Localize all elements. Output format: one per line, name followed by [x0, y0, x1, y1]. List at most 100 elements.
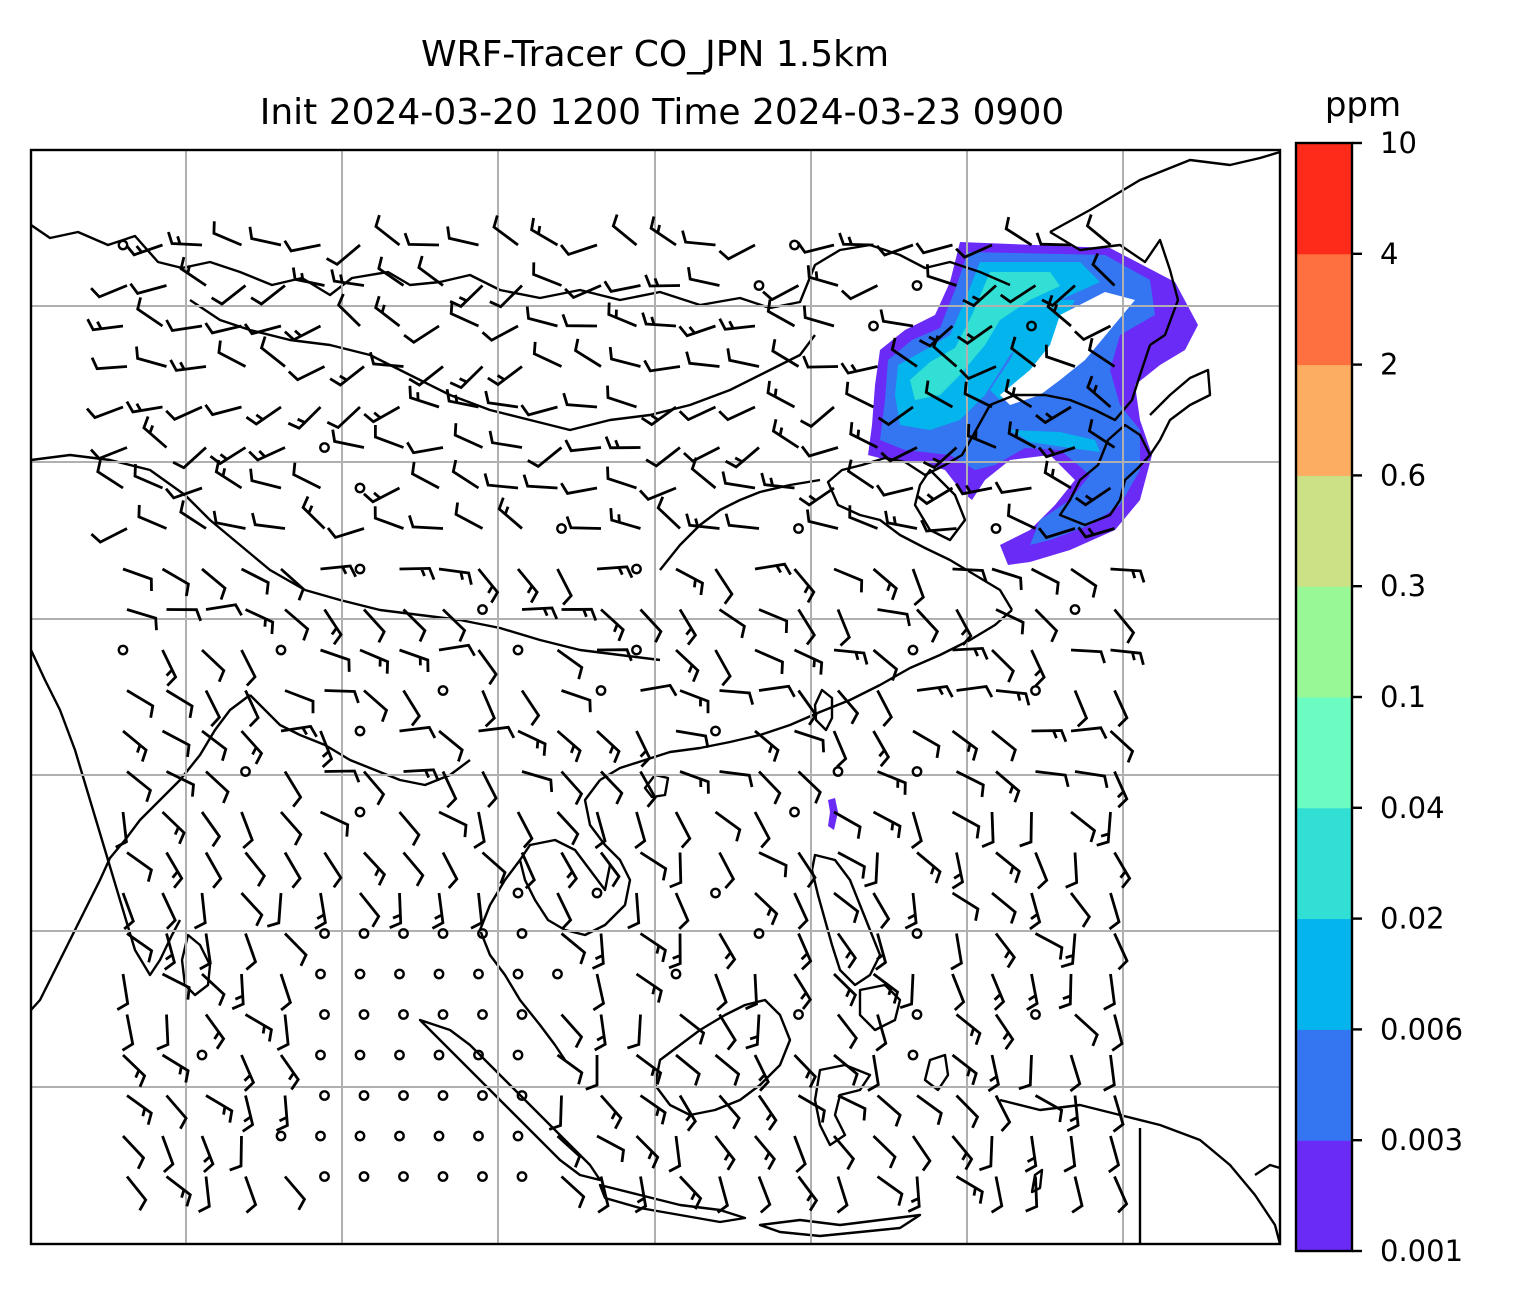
wind-barb — [559, 243, 598, 257]
calm-wind-marker — [354, 482, 366, 494]
wind-barb — [276, 1014, 290, 1051]
calm-wind-marker — [473, 1049, 484, 1061]
wind-barb — [806, 265, 839, 287]
coast-eurasia-north — [31, 224, 1011, 310]
wind-barb — [249, 468, 282, 490]
wind-barb — [872, 810, 902, 839]
coast-japan-honshu — [1149, 368, 1212, 456]
wind-barb — [115, 811, 128, 849]
wind-barb — [836, 608, 851, 647]
plume-cyan-2 — [990, 300, 1075, 400]
colorbar-segment — [1296, 475, 1352, 587]
wind-barb — [793, 568, 816, 604]
wind-barb — [837, 1094, 867, 1121]
calm-wind-marker — [516, 1171, 528, 1182]
wind-barb — [442, 608, 467, 642]
wind-barb — [561, 607, 598, 622]
wind-barb — [521, 606, 559, 620]
wind-barb — [205, 770, 230, 804]
wind-barb — [956, 684, 994, 698]
colorbar-tick-label: 0.6 — [1380, 458, 1426, 492]
wind-barb — [1087, 337, 1116, 368]
coast-borneo — [653, 998, 792, 1117]
wind-barb — [999, 284, 1037, 304]
wind-barb — [556, 811, 580, 846]
wind-barb — [520, 851, 536, 890]
wind-barb — [125, 400, 163, 414]
coast-india-west — [31, 649, 182, 977]
wind-barb — [771, 418, 800, 449]
wind-barb — [604, 436, 641, 450]
wind-barb — [287, 406, 322, 430]
wind-barb — [283, 851, 302, 889]
wind-barb — [1030, 567, 1060, 595]
wind-barb — [611, 214, 638, 247]
wind-barb — [161, 1135, 175, 1174]
calm-wind-marker — [512, 887, 524, 899]
colorbar-segment — [1296, 1140, 1352, 1252]
wind-barb — [438, 567, 473, 586]
wind-barb — [470, 892, 484, 930]
wind-barb — [1066, 1095, 1080, 1132]
wind-barb — [718, 405, 756, 422]
wind-barb — [204, 851, 223, 889]
wind-barb — [845, 381, 875, 409]
wind-barb — [323, 608, 343, 646]
wind-barb — [867, 1054, 880, 1092]
wind-barb — [797, 932, 813, 971]
wind-barb — [682, 446, 721, 463]
wind-barb — [877, 405, 914, 427]
wind-barb — [872, 892, 891, 930]
wind-barb — [201, 972, 226, 1007]
wind-barb — [1058, 973, 1073, 1010]
wind-barb — [373, 506, 404, 530]
wind-barb — [1037, 446, 1076, 459]
coast-australia-top — [1254, 1163, 1280, 1176]
wind-barb — [879, 309, 914, 328]
wind-barb — [966, 423, 997, 449]
calm-wind-marker — [358, 1009, 370, 1020]
wind-barb — [1109, 729, 1135, 763]
wind-barb — [560, 770, 584, 806]
colorbar-tick-label: 0.04 — [1380, 791, 1445, 825]
wind-barb — [408, 365, 444, 387]
wind-barb — [674, 892, 690, 930]
wind-barb — [161, 729, 191, 758]
coast-mongolia — [189, 299, 816, 432]
wind-barb — [714, 1135, 736, 1171]
wind-barb — [179, 256, 207, 287]
wind-barb — [955, 770, 985, 798]
wind-barb — [1069, 892, 1091, 928]
calm-wind-marker — [354, 1049, 366, 1061]
wind-barb — [319, 730, 334, 769]
wind-barb — [716, 1176, 730, 1214]
calm-wind-marker — [437, 1009, 449, 1020]
wind-barb — [212, 221, 243, 247]
wind-barb — [955, 1013, 982, 1046]
calm-wind-marker — [398, 1171, 409, 1182]
calm-wind-marker — [398, 1009, 409, 1020]
wind-barb — [596, 565, 634, 579]
calm-wind-marker — [789, 806, 800, 818]
wind-barb — [374, 295, 401, 328]
wind-barb — [848, 505, 879, 530]
wind-barb — [1074, 486, 1112, 507]
calm-wind-marker — [477, 928, 488, 939]
wind-barb — [1034, 932, 1064, 960]
wind-barb — [668, 933, 682, 970]
wind-barb — [912, 729, 941, 759]
wind-barb — [210, 284, 247, 306]
wind-barb — [292, 462, 322, 490]
wind-barb — [156, 1014, 170, 1051]
wind-barb — [687, 266, 720, 287]
wind-barb — [880, 446, 918, 463]
wind-barb — [560, 1175, 586, 1209]
wind-barb — [1074, 770, 1109, 789]
wind-barb — [836, 1176, 849, 1214]
wind-barb — [1073, 324, 1112, 342]
wind-barb — [530, 217, 559, 247]
wind-barb — [1085, 214, 1112, 247]
wind-barb — [556, 729, 582, 763]
wind-barb — [1074, 1013, 1099, 1047]
wind-barb — [408, 514, 444, 530]
